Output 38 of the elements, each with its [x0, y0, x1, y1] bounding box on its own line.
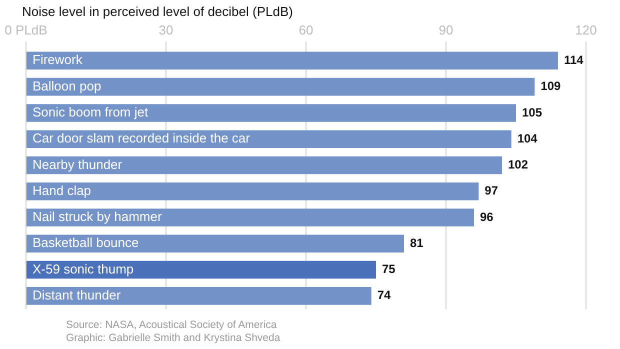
source-note: Source: NASA, Acoustical Society of America	[66, 319, 278, 332]
data-label: 114	[564, 52, 584, 67]
data-label: 74	[377, 288, 392, 302]
y-tick-label: Sonic boom from jet	[32, 104, 148, 120]
y-tick-label: X-59 sonic thump	[32, 261, 134, 276]
bar	[26, 156, 502, 174]
data-label: 105	[522, 105, 542, 120]
data-label: 81	[410, 236, 424, 250]
text: Graphic: Gabrielle Smith and Krystina Shveda	[66, 332, 280, 345]
bar	[26, 130, 512, 148]
x-tick-label: 30	[158, 22, 174, 38]
data-label: 109	[540, 79, 562, 94]
bar	[26, 234, 404, 253]
data-label: 97	[484, 184, 498, 198]
data-label: 104	[517, 131, 538, 146]
y-tick-label: Car door slam recorded inside the car	[32, 130, 251, 146]
bar	[26, 104, 516, 122]
x-tick-label: 120	[575, 22, 597, 38]
y-tick-label: Nail struck by hammer	[32, 209, 162, 224]
x-tick-label: 0 PLdB	[4, 22, 48, 38]
bar	[26, 78, 535, 96]
x-tick-label: 90	[438, 22, 454, 38]
bar	[26, 260, 376, 279]
bar	[26, 287, 372, 305]
bar	[26, 182, 479, 200]
y-tick-label: Hand clap	[32, 182, 92, 198]
data-label: 102	[508, 158, 528, 172]
y-tick-label: Basketball bounce	[32, 235, 139, 250]
data-label: 96	[480, 210, 494, 224]
y-tick-label: Balloon pop	[32, 78, 102, 94]
y-tick-label: Distant thunder	[32, 288, 122, 303]
y-tick-label: Nearby thunder	[32, 156, 123, 172]
x-tick-label: 60	[298, 22, 314, 38]
chart-title: Noise level in perceived level of decibel (PLdB)	[22, 4, 293, 19]
data-label: 75	[382, 262, 396, 276]
bar	[26, 52, 558, 70]
y-tick-label: Firework	[32, 52, 83, 68]
bar	[26, 208, 474, 226]
